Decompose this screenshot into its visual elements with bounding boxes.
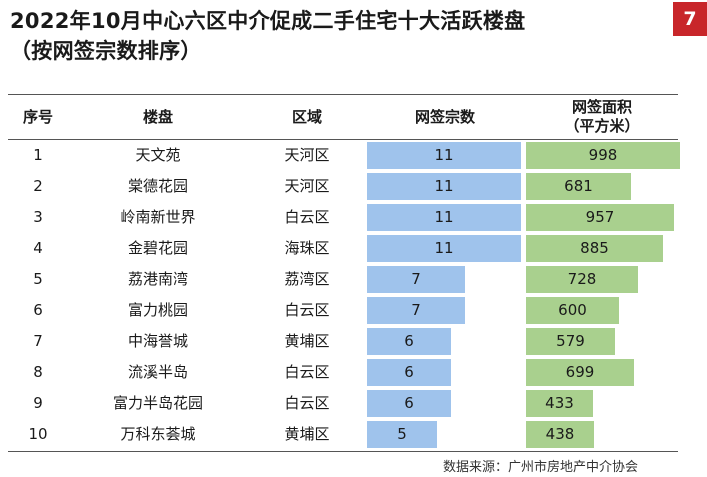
table-row: 5 荔港南湾 荔湾区 7 728 xyxy=(8,264,680,295)
row-rank: 3 xyxy=(33,208,43,226)
row-district: 黄埔区 xyxy=(284,332,330,350)
row-project: 流溪半岛 xyxy=(127,363,188,381)
row-district: 天河区 xyxy=(284,177,330,195)
area-bar: 728 xyxy=(526,266,638,293)
deals-bar: 5 xyxy=(367,421,437,448)
row-project: 岭南新世界 xyxy=(120,208,196,226)
area-bar: 438 xyxy=(526,421,594,448)
header-deals: 网签宗数 xyxy=(414,107,475,126)
row-rank: 5 xyxy=(33,270,43,288)
deals-bar: 11 xyxy=(367,235,521,262)
header-area: 网签面积 （平方米） xyxy=(524,96,680,138)
table-row: 6 富力桃园 白云区 7 600 xyxy=(8,295,680,326)
row-rank: 7 xyxy=(33,332,43,350)
row-project: 中海誉城 xyxy=(127,332,188,350)
area-bar: 998 xyxy=(526,142,680,169)
table-header: 序号 楼盘 区域 网签宗数 网签面积 （平方米） xyxy=(8,96,680,138)
deals-bar: 6 xyxy=(367,359,451,386)
header-area-line2: （平方米） xyxy=(564,117,640,135)
row-project: 棠德花园 xyxy=(127,177,188,195)
page-number-badge: 7 xyxy=(673,2,707,36)
row-rank: 6 xyxy=(33,301,43,319)
row-project: 富力半岛花园 xyxy=(112,394,203,412)
row-district: 白云区 xyxy=(284,363,330,381)
deals-bar: 6 xyxy=(367,328,451,355)
row-rank: 2 xyxy=(33,177,43,195)
header-rank: 序号 xyxy=(22,107,53,126)
table-body: 1 天文苑 天河区 11 998 2 棠德花园 天河区 11 681 3 岭南新世界 白云区 11 957 4… xyxy=(8,140,680,450)
table-row: 7 中海誉城 黄埔区 6 579 xyxy=(8,326,680,357)
table-top-rule xyxy=(8,94,678,95)
area-bar: 957 xyxy=(526,204,674,231)
row-rank: 8 xyxy=(33,363,43,381)
header-project: 楼盘 xyxy=(142,107,173,126)
row-project: 万科东荟城 xyxy=(120,425,196,443)
row-project: 荔港南湾 xyxy=(127,270,188,288)
deals-bar: 11 xyxy=(367,142,521,169)
deals-bar: 11 xyxy=(367,173,521,200)
row-district: 荔湾区 xyxy=(284,270,330,288)
table-row: 4 金碧花园 海珠区 11 885 xyxy=(8,233,680,264)
row-project: 金碧花园 xyxy=(127,239,188,257)
area-bar: 681 xyxy=(526,173,631,200)
table-row: 3 岭南新世界 白云区 11 957 xyxy=(8,202,680,233)
row-district: 白云区 xyxy=(284,394,330,412)
row-project: 富力桃园 xyxy=(127,301,188,319)
row-project: 天文苑 xyxy=(135,146,181,164)
row-district: 白云区 xyxy=(284,208,330,226)
row-rank: 1 xyxy=(33,146,43,164)
area-bar: 600 xyxy=(526,297,619,324)
area-bar: 885 xyxy=(526,235,663,262)
area-bar: 433 xyxy=(526,390,593,417)
header-bottom-rule xyxy=(8,139,678,140)
header-area-line1: 网签面积 xyxy=(571,98,632,116)
table-row: 1 天文苑 天河区 11 998 xyxy=(8,140,680,171)
table-row: 8 流溪半岛 白云区 6 699 xyxy=(8,357,680,388)
source-note: 数据来源：广州市房地产中介协会 xyxy=(443,460,639,475)
row-district: 白云区 xyxy=(284,301,330,319)
area-bar: 579 xyxy=(526,328,615,355)
table-row: 9 富力半岛花园 白云区 6 433 xyxy=(8,388,680,419)
title-line-main: 2022年10月中心六区中介促成二手住宅十大活跃楼盘 xyxy=(10,9,526,33)
row-district: 海珠区 xyxy=(284,239,330,257)
row-district: 黄埔区 xyxy=(284,425,330,443)
row-district: 天河区 xyxy=(284,146,330,164)
deals-bar: 11 xyxy=(367,204,521,231)
deals-bar: 7 xyxy=(367,297,465,324)
row-rank: 10 xyxy=(28,425,48,443)
row-rank: 4 xyxy=(33,239,43,257)
row-rank: 9 xyxy=(33,394,43,412)
deals-bar: 6 xyxy=(367,390,451,417)
table-bottom-rule xyxy=(8,451,678,452)
table-row: 2 棠德花园 天河区 11 681 xyxy=(8,171,680,202)
header-district: 区域 xyxy=(291,107,322,126)
title-line-sub: （按网签宗数排序） xyxy=(10,39,202,63)
deals-bar: 7 xyxy=(367,266,465,293)
page-title: 2022年10月中心六区中介促成二手住宅十大活跃楼盘 （按网签宗数排序） xyxy=(10,6,650,66)
area-bar: 699 xyxy=(526,359,634,386)
table-row: 10 万科东荟城 黄埔区 5 438 xyxy=(8,419,680,450)
